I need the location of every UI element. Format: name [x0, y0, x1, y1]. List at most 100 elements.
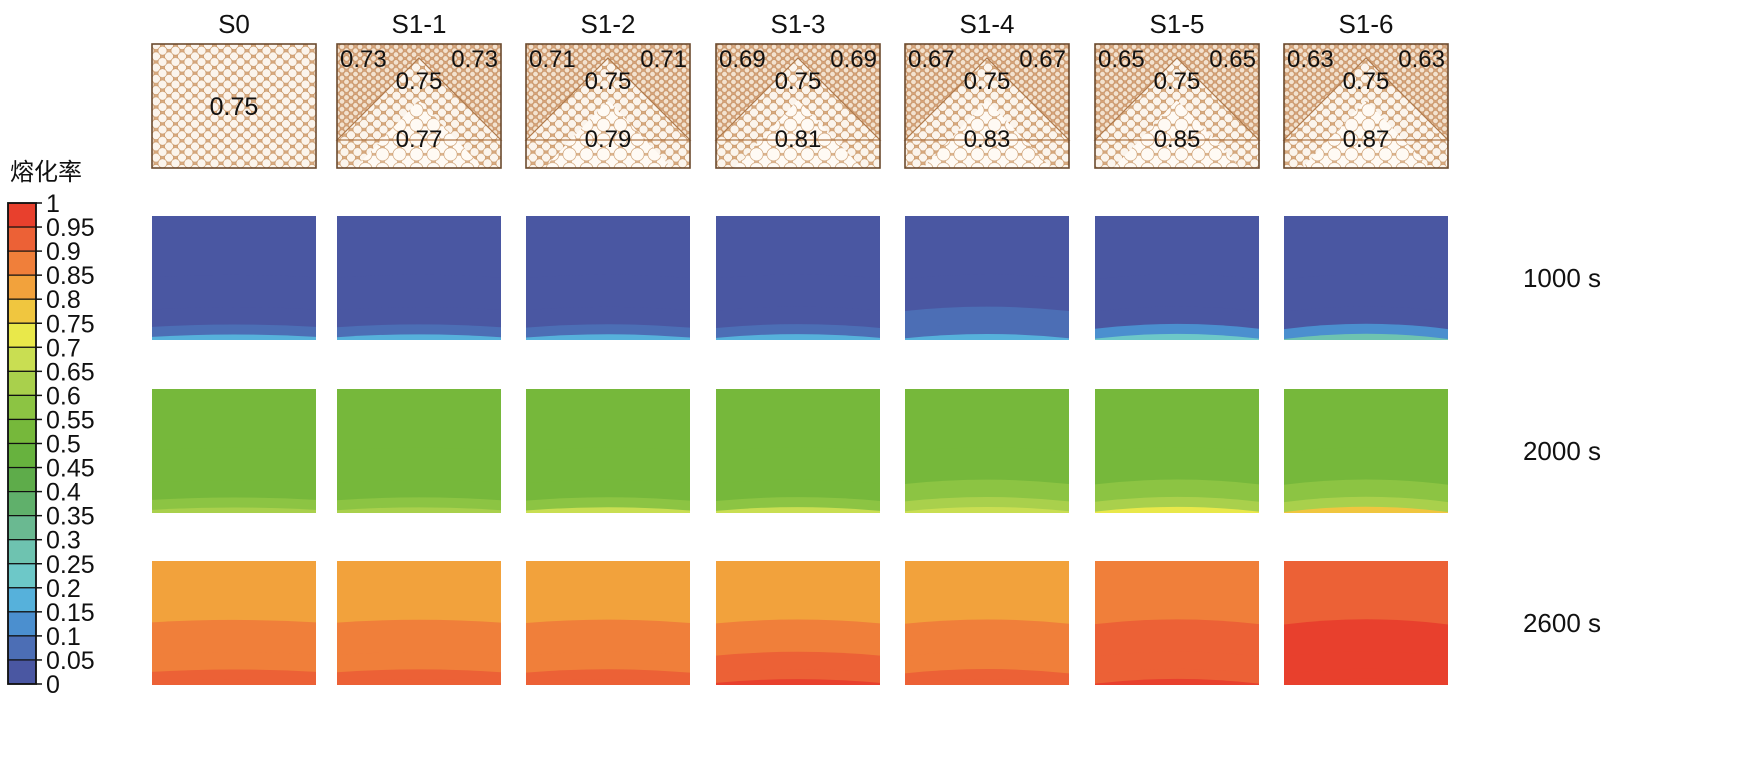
porosity-value: 0.75 [210, 93, 259, 121]
region-boundary [1093, 57, 1261, 141]
contour-panel [1095, 216, 1259, 340]
legend-swatch [7, 370, 37, 397]
contour-panel [1284, 561, 1448, 685]
diagram-frame [715, 43, 881, 169]
contour-band [1284, 678, 1448, 685]
time-label: 1000 s [1523, 263, 1601, 293]
contour-panel [152, 561, 316, 685]
region-boundary [524, 57, 692, 141]
legend-tick-label: 0.65 [46, 358, 95, 386]
contour-panel [905, 389, 1069, 513]
contour-band [526, 334, 690, 340]
porous-bottom-region [1113, 100, 1241, 168]
porosity-bottom: 0.81 [775, 126, 822, 153]
contour-band [526, 679, 690, 685]
legend-tick-label: 0.6 [46, 382, 81, 410]
contour-band [905, 506, 1069, 513]
porosity-bottom: 0.87 [1343, 126, 1390, 153]
legend-tick-label: 0.7 [46, 334, 81, 362]
region-boundary [714, 57, 882, 141]
scheme-label: S1-1 [392, 9, 447, 39]
scheme-diagram: 0.65 0.65 0.75 0.85 [1093, 43, 1261, 169]
porosity-middle: 0.75 [396, 68, 443, 95]
scheme-diagram: 0.63 0.63 0.75 0.87 [1282, 43, 1450, 169]
contour-panel [905, 216, 1069, 340]
porous-bottom-region [355, 100, 483, 168]
scheme-label: S1-6 [1339, 9, 1394, 39]
contour-band [152, 334, 316, 340]
time-labels: 1000 s 2000 s 2600 s [1523, 263, 1601, 638]
porosity-corner-left: 0.67 [908, 46, 955, 73]
legend-swatch [7, 539, 37, 565]
porosity-bottom: 0.83 [964, 126, 1011, 153]
porosity-corner-right: 0.63 [1398, 46, 1445, 73]
legend-swatch [7, 250, 37, 276]
porosity-corner-right: 0.65 [1209, 46, 1256, 73]
contour-panel [1284, 389, 1448, 513]
legend-swatch [7, 322, 37, 348]
time-label: 2000 s [1523, 436, 1601, 466]
time-label: 2600 s [1523, 608, 1601, 638]
contour-panel [337, 389, 501, 513]
contour-panel [1284, 216, 1448, 340]
legend-tick-label: 0.05 [46, 647, 95, 675]
contour-band [152, 507, 316, 513]
legend-tick-label: 0.4 [46, 479, 81, 507]
diagram-frame [1283, 43, 1449, 169]
diagram-frame [336, 43, 502, 169]
contour-band [337, 334, 501, 340]
legend-swatch [7, 563, 37, 589]
legend-tick-label: 0.85 [46, 262, 95, 290]
porosity-corner-right: 0.71 [640, 46, 687, 73]
contour-band [905, 333, 1069, 340]
contour-band [1095, 678, 1259, 685]
scheme-diagram: 0.73 0.73 0.75 0.77 [335, 43, 503, 169]
porosity-corner-left: 0.73 [340, 46, 387, 73]
legend-swatches [7, 202, 42, 685]
contour-panel [716, 561, 880, 685]
legend-labels: 10.950.90.850.80.750.70.650.60.550.50.45… [46, 190, 95, 699]
contour-row [152, 389, 1448, 513]
legend-swatch [7, 346, 37, 372]
porosity-corner-right: 0.73 [451, 46, 498, 73]
porosity-bottom: 0.79 [585, 126, 632, 153]
legend-tick-label: 0.3 [46, 527, 81, 555]
scheme-diagram: 0.71 0.71 0.75 0.79 [524, 43, 692, 169]
legend-swatch [7, 442, 37, 469]
scheme-headers: S0 S1-1 S1-2 S1-3 S1-4 S1-5 S1-6 [218, 9, 1393, 39]
region-boundary [903, 57, 1071, 141]
legend-swatch [7, 611, 37, 637]
porosity-corner-left: 0.69 [719, 46, 766, 73]
porosity-bottom: 0.85 [1154, 126, 1201, 153]
scheme-label: S1-5 [1150, 9, 1205, 39]
porosity-middle: 0.75 [775, 68, 822, 95]
contour-panel [526, 561, 690, 685]
diagram-frame [151, 43, 317, 169]
legend-swatch [7, 274, 37, 300]
contour-panel [337, 561, 501, 685]
region-boundary [335, 57, 503, 141]
scheme-diagram: 0.67 0.67 0.75 0.83 [903, 43, 1071, 169]
legend-tick-label: 0.9 [46, 238, 81, 266]
porous-bottom-region [923, 100, 1051, 168]
porosity-middle: 0.75 [964, 68, 1011, 95]
contour-band [337, 679, 501, 685]
legend-tick-label: 0.75 [46, 310, 95, 338]
contour-band [905, 678, 1069, 685]
contour-panel [526, 216, 690, 340]
legend-title: 熔化率 [10, 159, 82, 186]
scheme-diagram: 0.75 [151, 43, 317, 169]
legend-swatch [7, 394, 37, 421]
scheme-diagrams: 0.75 0.73 0.73 0.75 0.77 0.71 0.71 0.75 0.79 0.69… [151, 43, 1450, 169]
contour-band [1095, 333, 1259, 340]
legend-tick-label: 0.55 [46, 406, 95, 434]
contour-row [152, 216, 1448, 340]
legend-swatch [7, 466, 37, 493]
legend-swatch [7, 659, 37, 685]
contour-band [152, 679, 316, 685]
legend-swatch [7, 635, 37, 661]
contour-panel [716, 216, 880, 340]
contour-panel [526, 389, 690, 513]
contour-panel [337, 216, 501, 340]
